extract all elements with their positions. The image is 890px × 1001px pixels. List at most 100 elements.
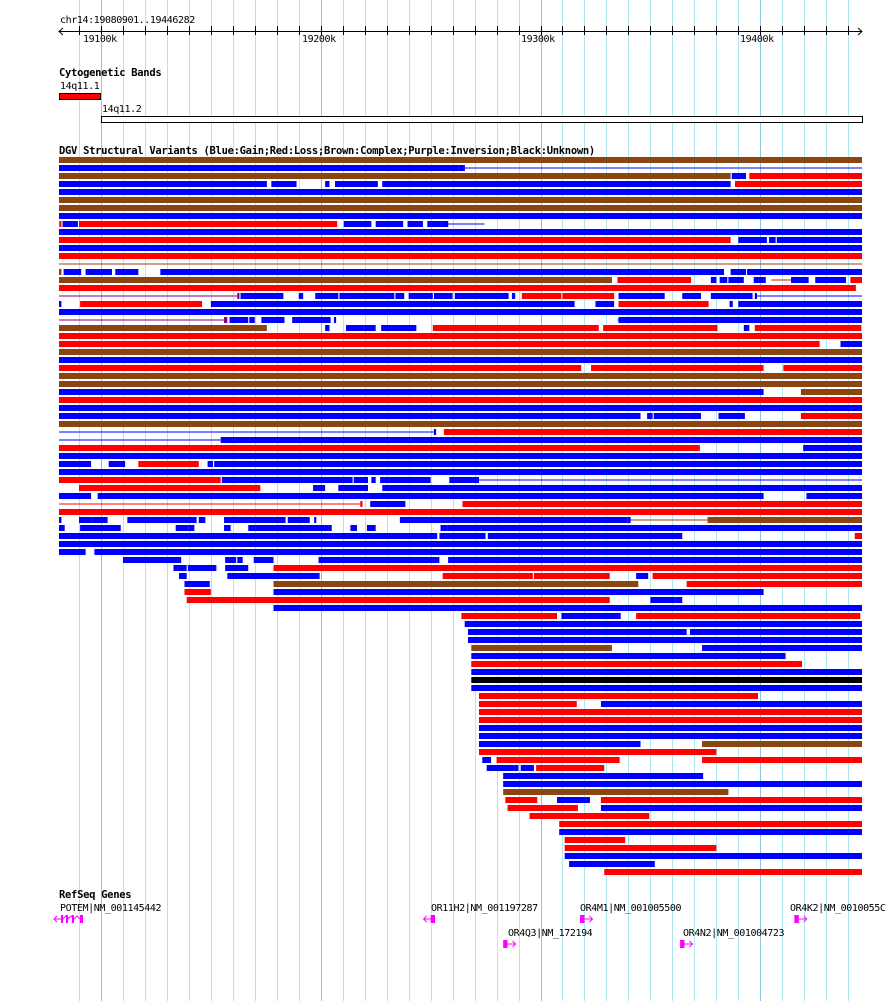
dgv-variant-segment[interactable]	[600, 797, 862, 803]
dgv-variant-row[interactable]	[184, 581, 862, 587]
dgv-variant-segment[interactable]	[738, 301, 862, 307]
dgv-variant-segment[interactable]	[618, 293, 665, 299]
dgv-variant-segment[interactable]	[710, 293, 753, 299]
dgv-variant-segment[interactable]	[59, 477, 221, 483]
dgv-variant-segment[interactable]	[559, 821, 862, 827]
dgv-variant-segment[interactable]	[675, 597, 683, 603]
gene-label[interactable]: OR4K2|NM_0010055C	[790, 903, 886, 914]
dgv-variant-segment[interactable]	[754, 325, 862, 331]
dgv-variant-row[interactable]	[59, 309, 862, 315]
dgv-variant-segment[interactable]	[375, 221, 404, 227]
dgv-variant-segment[interactable]	[59, 213, 862, 219]
dgv-variant-row[interactable]	[59, 237, 862, 243]
dgv-variant-segment[interactable]	[415, 485, 862, 491]
dgv-variant-segment[interactable]	[783, 365, 862, 371]
dgv-variant-segment[interactable]	[59, 549, 86, 555]
dgv-variant-segment[interactable]	[298, 293, 304, 299]
dgv-variant-row[interactable]	[59, 341, 862, 347]
dgv-variant-segment[interactable]	[747, 269, 862, 275]
dgv-variant-segment[interactable]	[59, 413, 641, 419]
dgv-variant-segment[interactable]	[471, 685, 862, 691]
dgv-variant-segment[interactable]	[175, 525, 189, 531]
dgv-variant-row[interactable]	[59, 453, 862, 459]
dgv-variant-segment[interactable]	[471, 669, 862, 675]
dgv-variant-row[interactable]	[59, 517, 862, 523]
dgv-variant-segment[interactable]	[432, 325, 599, 331]
dgv-variant-segment[interactable]	[59, 165, 459, 171]
dgv-variant-row[interactable]	[78, 485, 862, 491]
dgv-variant-row[interactable]	[59, 205, 862, 211]
dgv-variant-row[interactable]	[503, 773, 704, 779]
dgv-variant-row[interactable]	[173, 565, 862, 571]
dgv-variant-segment[interactable]	[710, 277, 717, 283]
dgv-variant-segment[interactable]	[467, 637, 862, 643]
dgv-variant-row[interactable]	[478, 701, 862, 707]
dgv-variant-segment[interactable]	[441, 221, 449, 227]
dgv-variant-row[interactable]	[59, 277, 862, 283]
dgv-variant-segment[interactable]	[408, 293, 433, 299]
dgv-variant-segment[interactable]	[719, 277, 728, 283]
dgv-variant-segment[interactable]	[533, 573, 610, 579]
dgv-variant-segment[interactable]	[800, 389, 862, 395]
dgv-variant-row[interactable]	[59, 173, 862, 179]
dgv-variant-segment[interactable]	[653, 413, 701, 419]
dgv-variant-row[interactable]	[59, 469, 862, 475]
dgv-variant-segment[interactable]	[478, 741, 641, 747]
dgv-variant-segment[interactable]	[604, 869, 862, 875]
dgv-variant-segment[interactable]	[471, 677, 862, 683]
dgv-variant-segment[interactable]	[636, 613, 861, 619]
dgv-variant-segment[interactable]	[122, 557, 182, 563]
dgv-variant-segment[interactable]	[464, 621, 862, 627]
gene-model[interactable]	[580, 915, 594, 923]
dgv-variant-segment[interactable]	[395, 293, 405, 299]
dgv-variant-segment[interactable]	[184, 581, 210, 587]
dgv-variant-row[interactable]	[59, 525, 862, 531]
dgv-variant-segment[interactable]	[253, 557, 274, 563]
dgv-variant-segment[interactable]	[591, 365, 764, 371]
dgv-variant-segment[interactable]	[514, 765, 519, 771]
dgv-variant-segment[interactable]	[85, 269, 112, 275]
dgv-variant-segment[interactable]	[702, 741, 862, 747]
dgv-variant-row[interactable]	[564, 845, 717, 851]
dgv-variant-segment[interactable]	[353, 477, 368, 483]
dgv-variant-segment[interactable]	[496, 757, 620, 763]
dgv-variant-row[interactable]	[478, 725, 862, 731]
dgv-variant-row[interactable]	[59, 197, 862, 203]
dgv-variant-row[interactable]	[478, 717, 862, 723]
dgv-variant-segment[interactable]	[335, 181, 378, 187]
dgv-variant-segment[interactable]	[198, 517, 206, 523]
dgv-variant-row[interactable]	[464, 621, 862, 627]
dgv-variant-segment[interactable]	[564, 853, 862, 859]
dgv-variant-segment[interactable]	[78, 517, 92, 523]
dgv-variant-segment[interactable]	[461, 613, 557, 619]
dgv-variant-segment[interactable]	[59, 381, 862, 387]
dgv-variant-segment[interactable]	[108, 461, 126, 467]
dgv-variant-segment[interactable]	[407, 221, 423, 227]
dgv-variant-segment[interactable]	[478, 725, 862, 731]
dgv-variant-segment[interactable]	[59, 229, 862, 235]
dgv-variant-row[interactable]	[59, 493, 862, 499]
dgv-variant-row[interactable]	[59, 421, 862, 427]
dgv-variant-row[interactable]	[59, 349, 862, 355]
dgv-variant-segment[interactable]	[603, 325, 718, 331]
dgv-variant-segment[interactable]	[59, 533, 438, 539]
dgv-variant-segment[interactable]	[325, 181, 330, 187]
dgv-variant-row[interactable]	[178, 573, 862, 579]
dgv-variant-row[interactable]	[529, 813, 650, 819]
dgv-variant-segment[interactable]	[59, 189, 862, 195]
dgv-variant-row[interactable]	[59, 165, 862, 171]
dgv-variant-segment[interactable]	[381, 325, 417, 331]
dgv-variant-row[interactable]	[59, 293, 862, 299]
dgv-variant-segment[interactable]	[313, 485, 326, 491]
dgv-variant-segment[interactable]	[314, 517, 317, 523]
dgv-variant-segment[interactable]	[718, 413, 745, 419]
dgv-variant-segment[interactable]	[478, 709, 862, 715]
dgv-variant-segment[interactable]	[507, 805, 578, 811]
dgv-variant-segment[interactable]	[59, 525, 65, 531]
dgv-variant-row[interactable]	[59, 365, 862, 371]
dgv-variant-segment[interactable]	[80, 525, 121, 531]
refseq-track-title[interactable]: RefSeq Genes	[59, 889, 132, 901]
dgv-variant-segment[interactable]	[289, 517, 310, 523]
dgv-variant-row[interactable]	[59, 501, 862, 507]
dgv-variant-segment[interactable]	[59, 469, 862, 475]
